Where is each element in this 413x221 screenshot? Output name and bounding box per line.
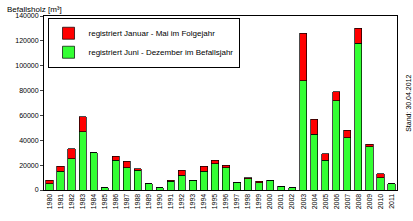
svg-text:80000: 80000 — [19, 87, 39, 94]
svg-text:2005: 2005 — [322, 194, 329, 210]
svg-text:1997: 1997 — [233, 194, 240, 210]
svg-text:2009: 2009 — [366, 194, 373, 210]
svg-text:100000: 100000 — [15, 62, 38, 69]
svg-text:2001: 2001 — [277, 194, 284, 210]
svg-text:1994: 1994 — [200, 194, 207, 210]
svg-text:2011: 2011 — [388, 194, 395, 209]
svg-text:registriert Juni - Dezember im: registriert Juni - Dezember im Befallsja… — [89, 48, 234, 57]
svg-text:2000: 2000 — [266, 194, 273, 210]
svg-text:1993: 1993 — [189, 194, 196, 210]
svg-text:Stand: 30.04.2012: Stand: 30.04.2012 — [405, 74, 412, 131]
svg-text:1992: 1992 — [178, 194, 185, 210]
svg-text:Befallsholz [m³]: Befallsholz [m³] — [7, 5, 62, 14]
svg-text:1984: 1984 — [90, 194, 97, 210]
svg-text:1990: 1990 — [156, 194, 163, 210]
svg-text:1988: 1988 — [134, 194, 141, 210]
svg-text:2008: 2008 — [355, 194, 362, 210]
svg-text:1982: 1982 — [68, 194, 75, 210]
svg-text:1995: 1995 — [211, 194, 218, 210]
svg-text:2010: 2010 — [377, 194, 384, 210]
svg-text:1991: 1991 — [167, 194, 174, 210]
svg-text:2002: 2002 — [288, 194, 295, 210]
svg-text:20000: 20000 — [19, 162, 39, 169]
svg-text:1981: 1981 — [57, 194, 64, 210]
svg-text:1983: 1983 — [79, 194, 86, 210]
svg-text:1996: 1996 — [222, 194, 229, 210]
svg-text:120000: 120000 — [15, 37, 38, 44]
svg-text:2004: 2004 — [311, 194, 318, 210]
svg-text:2007: 2007 — [344, 194, 351, 210]
svg-text:1999: 1999 — [255, 194, 262, 210]
svg-text:1989: 1989 — [145, 194, 152, 210]
svg-text:registriert Januar - Mai im Fo: registriert Januar - Mai im Folgejahr — [89, 29, 216, 38]
svg-text:2006: 2006 — [333, 194, 340, 210]
svg-text:2003: 2003 — [300, 194, 307, 210]
svg-text:1998: 1998 — [244, 194, 251, 210]
svg-text:1987: 1987 — [123, 194, 130, 210]
svg-text:60000: 60000 — [19, 112, 39, 119]
svg-text:1985: 1985 — [101, 194, 108, 210]
svg-text:140000: 140000 — [15, 12, 38, 19]
svg-text:0: 0 — [35, 186, 39, 193]
svg-text:1980: 1980 — [46, 194, 53, 210]
svg-text:1986: 1986 — [112, 194, 119, 210]
svg-text:40000: 40000 — [19, 137, 39, 144]
